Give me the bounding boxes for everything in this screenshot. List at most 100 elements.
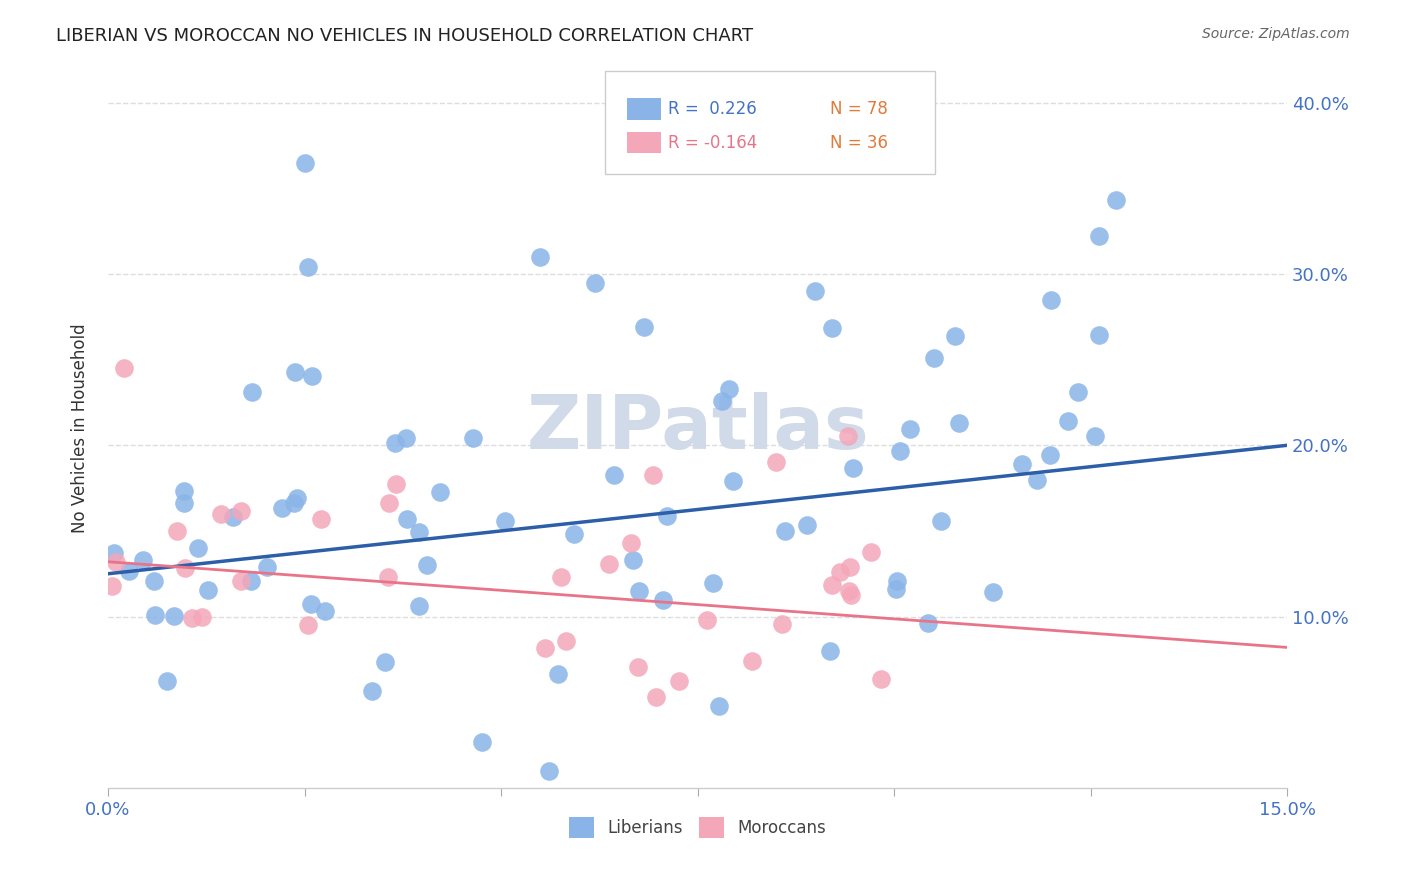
Point [550, 570, 572, 584]
Point [702, 575, 724, 590]
Point [187, 541, 209, 555]
Point [633, 319, 655, 334]
Point [163, 609, 186, 624]
Point [598, 557, 620, 571]
Point [104, 555, 127, 569]
Point [231, 574, 253, 589]
Point [429, 484, 451, 499]
Point [820, 320, 842, 334]
Point [529, 250, 551, 264]
Point [655, 509, 678, 524]
Text: Source: ZipAtlas.com: Source: ZipAtlas.com [1202, 27, 1350, 41]
Point [222, 510, 245, 524]
Point [494, 515, 516, 529]
Point [211, 507, 233, 521]
Point [240, 384, 263, 399]
Point [173, 483, 195, 498]
Point [929, 515, 952, 529]
Text: R = -0.164: R = -0.164 [668, 134, 756, 152]
Text: N = 36: N = 36 [830, 134, 887, 152]
Point [283, 496, 305, 510]
Point [534, 640, 557, 655]
Point [948, 416, 970, 430]
Point [1105, 194, 1128, 208]
Point [838, 583, 860, 598]
Point [256, 559, 278, 574]
Point [284, 364, 307, 378]
Point [361, 684, 384, 698]
Point [765, 455, 787, 469]
Point [696, 613, 718, 627]
Text: ZIPatlas: ZIPatlas [526, 392, 869, 465]
Point [1026, 473, 1049, 487]
Point [395, 512, 418, 526]
Point [297, 618, 319, 632]
Point [1057, 415, 1080, 429]
Point [385, 477, 408, 491]
Point [378, 496, 401, 510]
Point [555, 633, 578, 648]
Point [1088, 327, 1111, 342]
Point [651, 593, 673, 607]
Point [644, 690, 666, 704]
Point [628, 583, 651, 598]
Point [860, 545, 883, 559]
Point [583, 276, 606, 290]
Point [143, 574, 166, 588]
Point [297, 260, 319, 274]
Point [112, 361, 135, 376]
Point [239, 574, 262, 589]
Point [619, 535, 641, 549]
Point [173, 560, 195, 574]
Point [299, 597, 322, 611]
Point [309, 512, 332, 526]
Point [1040, 293, 1063, 307]
Point [471, 734, 494, 748]
Point [374, 655, 396, 669]
Point [103, 546, 125, 560]
Text: R =  0.226: R = 0.226 [668, 100, 756, 118]
Point [842, 461, 865, 475]
Point [830, 565, 852, 579]
Point [889, 443, 911, 458]
Point [118, 564, 141, 578]
Point [898, 422, 921, 436]
Point [723, 474, 745, 488]
Point [156, 674, 179, 689]
Point [1039, 448, 1062, 462]
Point [917, 615, 939, 630]
Point [408, 599, 430, 613]
Point [717, 382, 740, 396]
Point [641, 467, 664, 482]
Point [821, 578, 844, 592]
Point [294, 155, 316, 169]
Point [394, 431, 416, 445]
Point [173, 496, 195, 510]
Point [884, 582, 907, 596]
Point [820, 644, 842, 658]
Point [741, 655, 763, 669]
Point [1066, 384, 1088, 399]
Point [886, 574, 908, 588]
Point [772, 617, 794, 632]
Point [415, 558, 437, 573]
Point [166, 524, 188, 538]
Point [180, 611, 202, 625]
Point [562, 526, 585, 541]
Point [603, 468, 626, 483]
Text: LIBERIAN VS MOROCCAN NO VEHICLES IN HOUSEHOLD CORRELATION CHART: LIBERIAN VS MOROCCAN NO VEHICLES IN HOUS… [56, 27, 754, 45]
Point [271, 500, 294, 515]
Point [285, 491, 308, 505]
Point [314, 604, 336, 618]
Point [839, 588, 862, 602]
Point [627, 659, 650, 673]
Point [190, 610, 212, 624]
Point [384, 435, 406, 450]
Point [623, 553, 645, 567]
Point [101, 579, 124, 593]
Point [837, 429, 859, 443]
Point [804, 284, 827, 298]
Point [1088, 229, 1111, 244]
Point [145, 608, 167, 623]
Text: N = 78: N = 78 [830, 100, 887, 118]
